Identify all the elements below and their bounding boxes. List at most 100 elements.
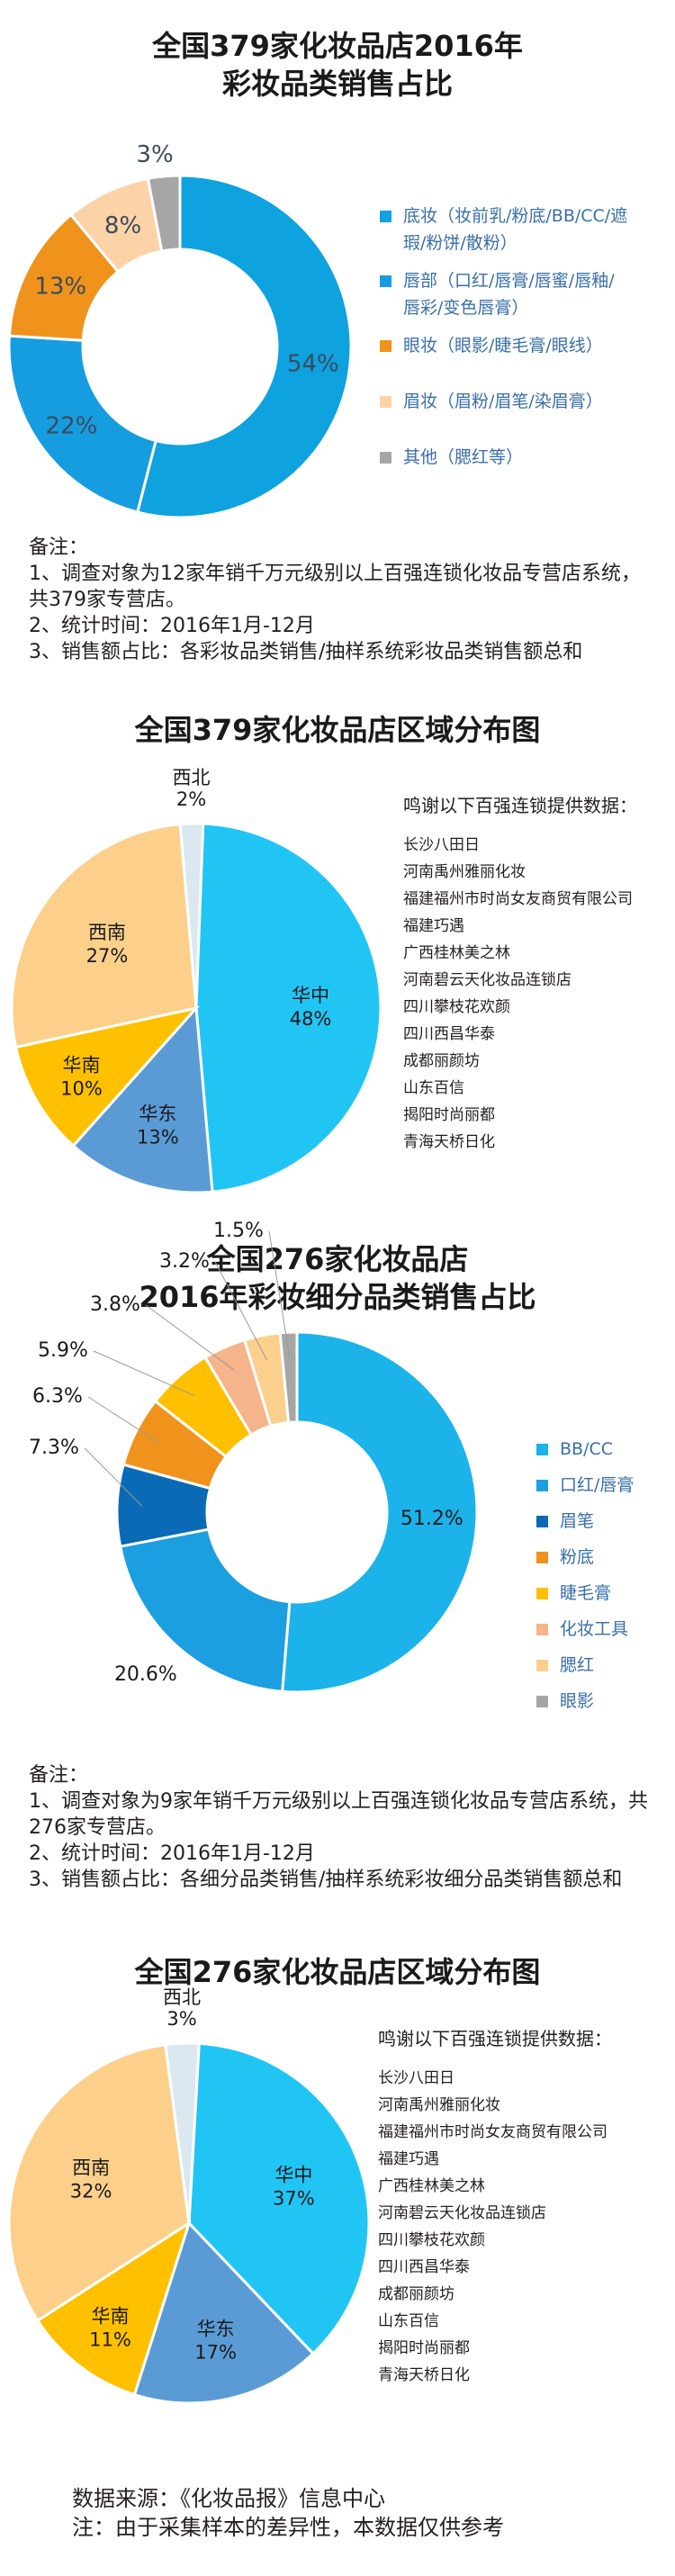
chart2-thanks-item: 揭阳时尚丽都 [403, 1106, 495, 1124]
chart4-cat-0: 华中 [274, 2164, 312, 2185]
chart1-legend-item: 其他（腮红等） [380, 444, 523, 471]
legend-swatch [380, 275, 392, 287]
chart3-label-4: 5.9% [38, 1339, 88, 1362]
chart3-leader-5 [145, 1304, 235, 1372]
chart4-thanks-item: 四川西昌华泰 [378, 2258, 470, 2276]
legend-swatch [536, 1480, 548, 1491]
chart2-pct-1: 13% [137, 1126, 179, 1148]
chart4-cat-3: 西南 [72, 2157, 110, 2179]
chart3-leader-7 [268, 1230, 291, 1358]
chart4-pct-2: 11% [89, 2328, 131, 2350]
chart3-donut: 51.2% 20.6% 7.3% 6.3% 5.9%3.8% 3.2%1.5% [29, 1220, 479, 1694]
chart4-thanks-item: 福建福州市时尚女友商贸有限公司 [378, 2123, 608, 2141]
chart2-title: 全国379家化妆品店区域分布图 [134, 713, 541, 747]
footer: 数据来源：《化妆品报》信息中心 注：由于采集样本的差异性，本数据仅供参考 [72, 2484, 504, 2542]
chart1-legend-line: 唇彩/变色唇膏） [403, 298, 529, 318]
chart1-slice-0 [135, 174, 353, 519]
chart3-leader-4 [93, 1350, 195, 1397]
chart1-legend-line: 瑕/粉饼/散粉） [403, 233, 518, 253]
chart1-legend-line: 底妆（妆前乳/粉底/BB/CC/遮 [403, 206, 628, 226]
chart3-note-line: 1、调查对象为9家年销千万元级别以上百强连锁化妆品专营店系统，共276家专营店。 [29, 1790, 648, 1839]
chart1-label-3: 8% [104, 212, 141, 239]
chart2-cat-2: 华南 [62, 1054, 100, 1076]
chart3-title-line1: 全国276家化妆品店 [206, 1242, 469, 1276]
chart4-thanks-item: 广西桂林美之林 [378, 2177, 485, 2195]
chart2-cat-0: 华中 [292, 985, 329, 1006]
chart1-note-line: 3、销售额占比：各彩妆品类销售/抽样系统彩妆品类销售额总和 [29, 641, 583, 663]
chart4-thanks-item: 青海天桥日化 [378, 2366, 470, 2384]
chart4-thanks-head: 鸣谢以下百强连锁提供数据： [378, 2028, 612, 2049]
legend-swatch [536, 1624, 548, 1635]
chart3-legend-label: 化妆工具 [560, 1619, 629, 1639]
chart3-legend-label: 眼影 [560, 1691, 595, 1711]
chart2-thanks-item: 广西桂林美之林 [403, 944, 510, 962]
chart4-pct-0: 37% [273, 2187, 315, 2209]
chart2-pct-2: 10% [60, 1077, 103, 1099]
chart4-slice-2 [35, 2220, 192, 2397]
chart2-cat-1: 华东 [139, 1103, 176, 1124]
chart3-legend-label: 腮红 [560, 1655, 595, 1675]
legend-swatch [536, 1588, 548, 1599]
chart3-note-line: 2、统计时间：2016年1月-12月 [29, 1842, 315, 1865]
chart4-slice-1 [132, 2220, 315, 2405]
chart4-thanks-item: 河南碧云天化妆品连锁店 [378, 2204, 546, 2222]
chart2-thanks-item: 青海天桥日化 [403, 1133, 495, 1151]
chart3-legend-label: BB/CC [560, 1439, 614, 1459]
chart3-title: 全国276家化妆品店 2016年彩妆细分品类销售占比 [0, 1240, 675, 1316]
chart3-legend-item: 睫毛膏 [536, 1575, 671, 1611]
chart4-thanks-item: 河南禹州雅丽化妆 [378, 2096, 500, 2114]
chart4-pct-3: 32% [70, 2181, 112, 2202]
chart1-legend-item: 唇部（口红/唇膏/唇蜜/唇釉/唇彩/变色唇膏） [380, 267, 615, 321]
chart3-note-line: 备注： [29, 1764, 89, 1787]
chart1-title: 全国379家化妆品店2016年 彩妆品类销售占比 [0, 27, 675, 103]
chart2-slice-3 [10, 823, 198, 1049]
chart1-note-line: 备注： [29, 536, 89, 559]
chart4-thanks-item: 四川攀枝花欢颜 [378, 2231, 485, 2249]
chart2-pct-0: 48% [290, 1008, 332, 1030]
chart2-slice-2 [14, 1005, 201, 1148]
chart3-legend-item: 化妆工具 [536, 1611, 671, 1647]
chart4-cat-2: 华南 [91, 2305, 129, 2327]
chart1-slice-1 [7, 334, 158, 514]
chart4-slice-0 [187, 2041, 371, 2356]
chart1-notes: 备注： 1、调查对象为12家年销千万元级别以上百强连锁化妆品专营店系统，共379家… [29, 535, 659, 665]
chart3-label-7: 1.5% [213, 1220, 264, 1242]
chart1-legend-line: 唇部（口红/唇膏/唇蜜/唇釉/ [403, 271, 615, 291]
chart1-slice-4 [146, 174, 182, 253]
chart1-legend-item: 眉妆（眉粉/眉笔/染眉膏） [380, 388, 603, 415]
chart2-slice-0 [194, 822, 382, 1193]
chart3-legend-label: 眉笔 [560, 1511, 595, 1531]
chart2-thanks-item: 长沙八田日 [403, 836, 480, 854]
chart4-cat-1: 华东 [197, 2319, 235, 2340]
footer-source: 数据来源：《化妆品报》信息中心 [72, 2486, 385, 2511]
chart1-label-1: 22% [46, 413, 98, 440]
chart2-cat-4: 西北 [173, 767, 211, 788]
chart3-legend-item: 腮红 [536, 1647, 671, 1683]
chart1-donut: 54% 22% 13% 8% 3% [7, 141, 353, 519]
chart1-note-line: 1、调查对象为12家年销千万元级别以上百强连锁化妆品专营店系统，共379家专营店… [29, 563, 641, 611]
chart2-thanks-head: 鸣谢以下百强连锁提供数据： [403, 795, 637, 816]
legend-swatch [536, 1660, 548, 1671]
chart4-thanks: 鸣谢以下百强连锁提供数据： 长沙八田日河南禹州雅丽化妆福建福州市时尚女友商贸有限公… [378, 2025, 675, 2389]
chart3-label-3: 6.3% [32, 1385, 83, 1408]
chart3-legend-item: 粉底 [536, 1539, 671, 1575]
chart4-title: 全国276家化妆品店区域分布图 [134, 1955, 541, 1989]
chart3-label-6: 3.2% [159, 1250, 210, 1273]
chart2-pct-3: 27% [86, 945, 129, 967]
chart2-thanks-item: 四川西昌华泰 [403, 1025, 495, 1043]
chart4-pct-4: 3% [166, 2008, 196, 2030]
chart2-thanks-item: 山东百信 [403, 1079, 464, 1097]
legend-swatch [536, 1444, 548, 1455]
chart3-label-1: 20.6% [114, 1663, 177, 1686]
chart4-thanks-item: 长沙八田日 [378, 2069, 454, 2087]
chart1-legend-line: 眉妆（眉粉/眉笔/染眉膏） [403, 392, 603, 411]
legend-swatch [536, 1516, 548, 1527]
chart4-cat-4: 西北 [163, 1986, 201, 2008]
chart2-thanks-item: 福建福州市时尚女友商贸有限公司 [403, 890, 633, 908]
chart2-pct-4: 2% [176, 788, 206, 810]
chart3-legend: BB/CC 口红/唇膏 眉笔 粉底 睫毛膏 化妆工具 腮红 眼影 [536, 1431, 671, 1719]
chart1-legend-item: 底妆（妆前乳/粉底/BB/CC/遮 瑕/粉饼/散粉） [380, 203, 627, 257]
chart1-legend-line: 眼妆（眼影/睫毛膏/眼线） [403, 336, 603, 356]
